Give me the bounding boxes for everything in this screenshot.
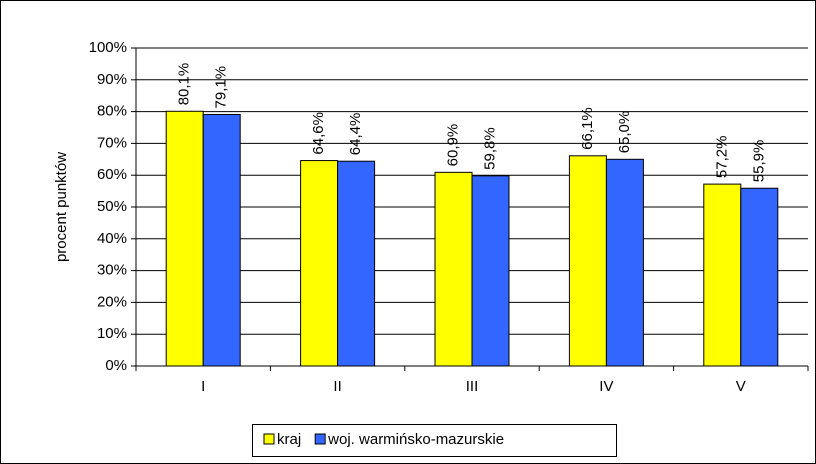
data-label: 79,1% (213, 66, 230, 109)
data-label: 60,9% (444, 124, 461, 167)
y-tick-label: 100% (89, 39, 127, 56)
y-axis-label: procent punktów (53, 152, 70, 262)
bar (165, 110, 204, 367)
legend-swatch (263, 433, 275, 445)
y-tick-label: 50% (97, 198, 127, 215)
y-tick-label: 0% (105, 357, 127, 374)
y-tick-label: 90% (97, 71, 127, 88)
data-label: 80,1% (176, 63, 193, 106)
data-label: 66,1% (579, 107, 596, 150)
y-tick-label: 40% (97, 230, 127, 247)
bar (471, 175, 510, 367)
bar (337, 160, 376, 367)
bar (703, 183, 742, 367)
y-tick-label: 80% (97, 103, 127, 120)
data-label: 59,8% (481, 127, 498, 170)
y-tick-label: 20% (97, 293, 127, 310)
legend-swatch (314, 433, 326, 445)
data-label: 65,0% (616, 111, 633, 154)
bar (434, 171, 473, 367)
data-label: 64,4% (347, 113, 364, 156)
data-label: 55,9% (750, 140, 767, 183)
bar (202, 113, 241, 367)
bar (740, 187, 779, 367)
bar (568, 155, 607, 367)
data-label: 57,2% (713, 136, 730, 179)
bar (300, 160, 339, 367)
y-tick-label: 70% (97, 134, 127, 151)
y-tick-label: 10% (97, 325, 127, 342)
bar (605, 158, 644, 367)
x-tick-label: I (201, 378, 205, 395)
legend-box (252, 424, 617, 457)
legend-label: kraj (277, 431, 301, 448)
legend-label: woj. warmińsko-mazurskie (327, 431, 504, 448)
y-tick-label: 30% (97, 262, 127, 279)
x-tick-label: IV (599, 378, 613, 395)
y-tick-label: 60% (97, 166, 127, 183)
data-label: 64,6% (310, 112, 327, 155)
x-tick-label: III (466, 378, 479, 395)
x-tick-label: V (736, 378, 746, 395)
x-tick-label: II (333, 378, 341, 395)
